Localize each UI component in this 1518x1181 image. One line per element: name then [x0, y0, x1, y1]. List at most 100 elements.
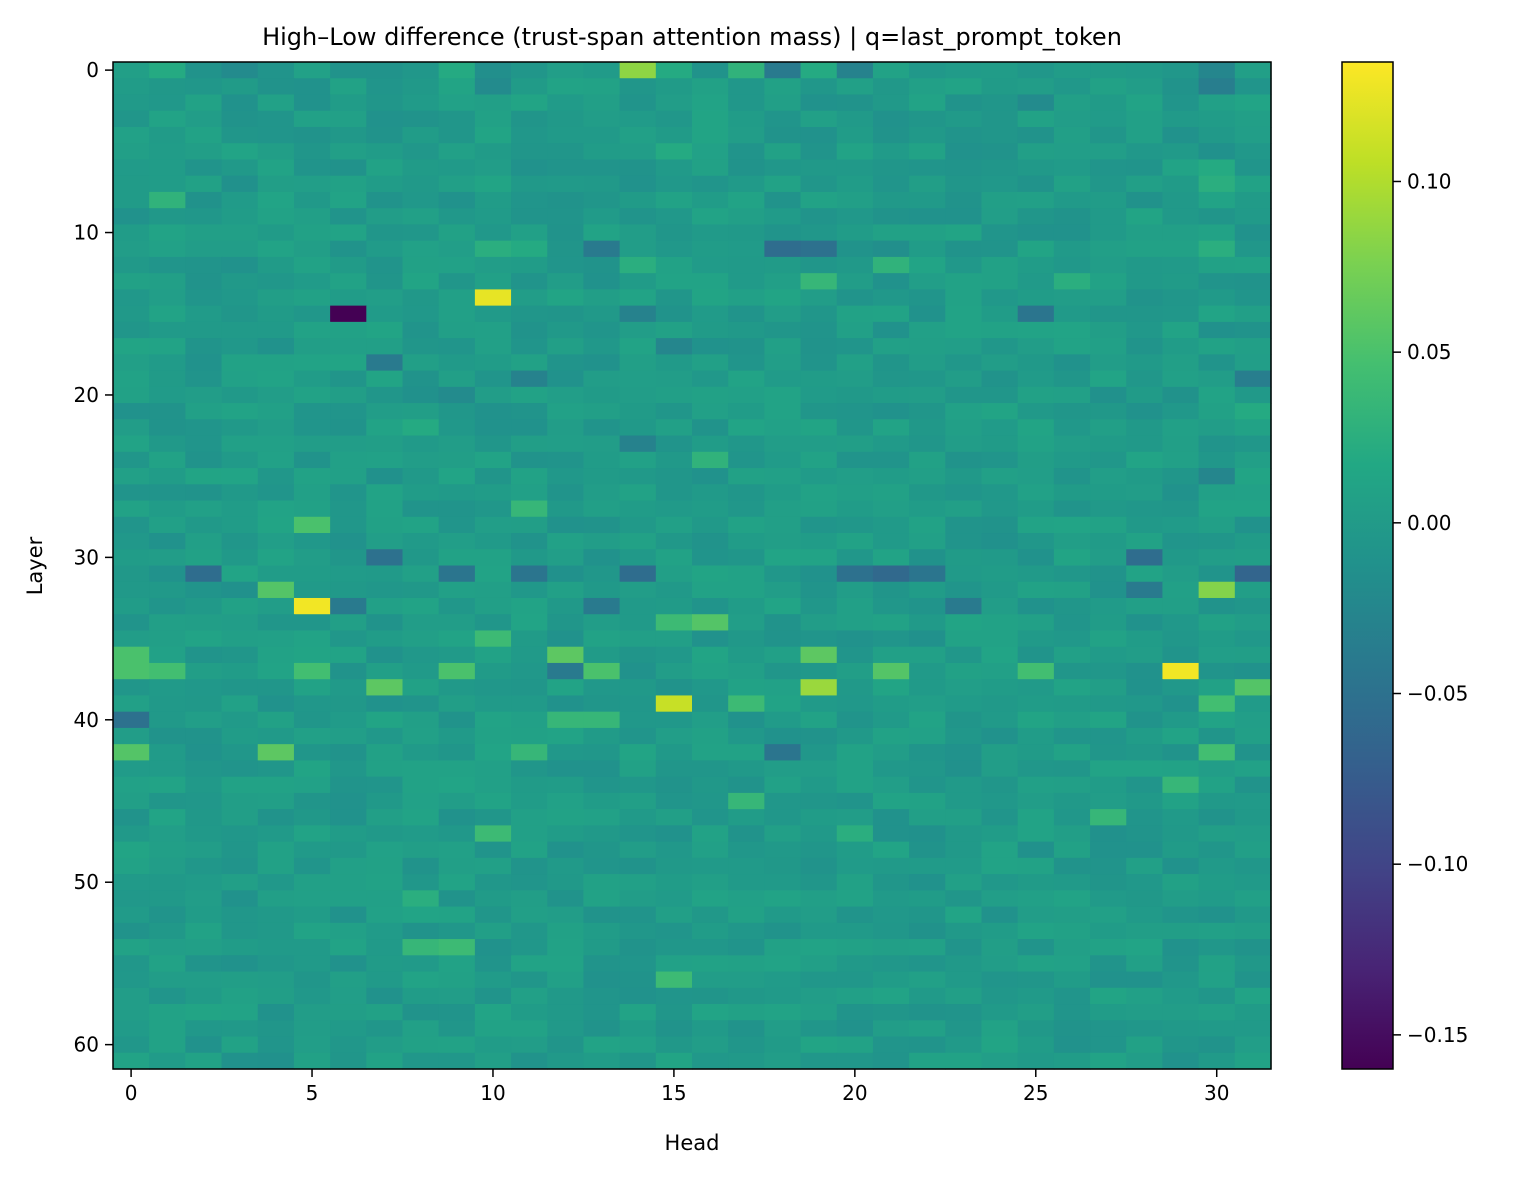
heatmap-cell: [474, 614, 512, 632]
heatmap-cell: [185, 338, 223, 355]
heatmap-cell: [113, 338, 150, 355]
heatmap-cell: [583, 110, 621, 128]
heatmap-cell: [619, 78, 657, 96]
heatmap-cell: [909, 533, 946, 550]
heatmap-cell: [1126, 403, 1164, 420]
heatmap-cell: [1017, 175, 1055, 193]
heatmap-cell: [366, 1052, 404, 1070]
heatmap-cell: [293, 792, 331, 810]
heatmap-cell: [1162, 468, 1200, 485]
heatmap-cell: [185, 354, 223, 372]
heatmap-cell: [1126, 354, 1164, 372]
heatmap-cell: [583, 500, 621, 518]
heatmap-cell: [1017, 1004, 1055, 1021]
heatmap-cell: [438, 760, 476, 778]
heatmap-cell: [1126, 614, 1164, 632]
heatmap-cell: [366, 549, 404, 567]
heatmap-cell: [1198, 273, 1236, 290]
heatmap-cell: [330, 468, 367, 485]
heatmap-cell: [872, 695, 910, 713]
heatmap-cell: [655, 78, 693, 96]
heatmap-cell: [800, 565, 838, 583]
heatmap-cell: [1090, 744, 1127, 761]
heatmap-cell: [800, 857, 838, 875]
heatmap-cell: [1017, 939, 1055, 956]
heatmap-cell: [583, 175, 621, 193]
heatmap-cell: [547, 500, 585, 518]
heatmap-cell: [728, 435, 765, 453]
heatmap-cell: [149, 841, 186, 859]
heatmap-cell: [1126, 78, 1164, 96]
heatmap-cell: [1017, 744, 1055, 761]
heatmap-cell: [547, 939, 585, 956]
heatmap-cell: [836, 711, 874, 729]
heatmap-cell: [1017, 354, 1055, 372]
heatmap-cell: [945, 760, 983, 778]
heatmap-cell: [655, 175, 693, 193]
heatmap-cell: [257, 792, 295, 810]
heatmap-cell: [872, 614, 910, 632]
heatmap-cell: [909, 240, 946, 258]
heatmap-cell: [619, 776, 657, 794]
heatmap-cell: [764, 533, 802, 550]
heatmap-cell: [547, 338, 585, 355]
heatmap-cell: [836, 403, 874, 420]
heatmap-cell: [800, 468, 838, 485]
heatmap-cell: [330, 159, 367, 177]
heatmap-cell: [366, 370, 404, 388]
heatmap-cell: [402, 776, 440, 794]
heatmap-cell: [655, 419, 693, 437]
heatmap-cell: [692, 143, 729, 161]
heatmap-cell: [330, 1020, 367, 1038]
heatmap-cell: [619, 646, 657, 664]
heatmap-cell: [330, 484, 367, 502]
heatmap-cell: [402, 809, 440, 826]
heatmap-cell: [149, 240, 186, 258]
heatmap-cell: [221, 549, 259, 567]
heatmap-cell: [438, 922, 476, 940]
heatmap-cell: [474, 1036, 512, 1054]
heatmap-cell: [1090, 321, 1127, 339]
heatmap-cell: [800, 841, 838, 859]
heatmap-cell: [836, 338, 874, 355]
heatmap-cell: [330, 890, 367, 908]
heatmap-cell: [583, 841, 621, 859]
x-tick-label: 15: [661, 1081, 686, 1105]
heatmap-cell: [113, 354, 150, 372]
heatmap-cell: [293, 874, 331, 891]
heatmap-cell: [511, 646, 548, 664]
heatmap-cell: [692, 809, 729, 826]
heatmap-cell: [1090, 175, 1127, 193]
heatmap-cell: [909, 321, 946, 339]
heatmap-cell: [402, 289, 440, 307]
heatmap-cell: [728, 662, 765, 680]
heatmap-cell: [1162, 857, 1200, 875]
heatmap-cell: [728, 273, 765, 290]
heatmap-cell: [366, 468, 404, 485]
heatmap-cell: [728, 890, 765, 908]
heatmap-cell: [1017, 484, 1055, 502]
heatmap-cell: [113, 305, 150, 323]
heatmap-cell: [1234, 78, 1272, 96]
heatmap-cell: [981, 273, 1019, 290]
x-tick-label: 20: [842, 1081, 867, 1105]
heatmap-cell: [438, 679, 476, 697]
heatmap-cell: [257, 435, 295, 453]
heatmap-cell: [257, 338, 295, 355]
heatmap-cell: [185, 695, 223, 713]
heatmap-cell: [113, 1020, 150, 1038]
heatmap-cell: [619, 890, 657, 908]
heatmap-cell: [728, 597, 765, 615]
heatmap-cell: [800, 581, 838, 599]
heatmap-cell: [1126, 549, 1164, 567]
heatmap-cell: [221, 646, 259, 664]
heatmap-cell: [800, 94, 838, 112]
heatmap-cell: [257, 516, 295, 534]
heatmap-cell: [511, 1004, 548, 1021]
heatmap-cell: [366, 240, 404, 258]
heatmap-cell: [1053, 321, 1091, 339]
heatmap-cell: [619, 857, 657, 875]
heatmap-cell: [981, 841, 1019, 859]
heatmap-cell: [474, 857, 512, 875]
heatmap-cell: [402, 1036, 440, 1054]
